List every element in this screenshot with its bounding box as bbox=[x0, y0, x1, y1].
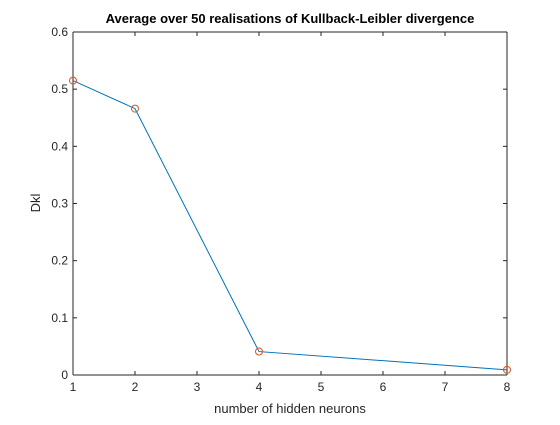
x-tick-label: 7 bbox=[442, 380, 449, 394]
x-tick-label: 5 bbox=[318, 380, 325, 394]
y-tick-label: 0.3 bbox=[51, 197, 68, 211]
data-point-marker bbox=[503, 365, 511, 374]
y-axis-ticks: 0 0.1 0.2 0.3 0.4 0.5 0.6 bbox=[51, 25, 507, 382]
data-point-marker bbox=[255, 347, 263, 356]
y-tick-label: 0 bbox=[61, 368, 68, 382]
chart-title: Average over 50 realisations of Kullback… bbox=[106, 11, 475, 26]
y-tick-label: 0.1 bbox=[51, 311, 68, 325]
series-line bbox=[72, 80, 508, 371]
y-tick-label: 0.6 bbox=[51, 25, 68, 39]
x-tick-label: 4 bbox=[256, 380, 263, 394]
x-axis-label: number of hidden neurons bbox=[214, 401, 366, 416]
x-tick-label: 8 bbox=[504, 380, 511, 394]
x-tick-label: 6 bbox=[380, 380, 387, 394]
data-point-marker bbox=[69, 76, 77, 85]
y-tick-label: 0.4 bbox=[51, 139, 68, 153]
x-tick-label: 2 bbox=[132, 380, 139, 394]
plot-area bbox=[73, 32, 507, 375]
y-tick-label: 0.2 bbox=[51, 254, 68, 268]
y-axis-label: Dkl bbox=[28, 194, 43, 213]
data-point-marker bbox=[131, 104, 139, 113]
x-axis-ticks: 1 2 3 4 5 6 7 8 bbox=[70, 32, 511, 394]
x-tick-label: 3 bbox=[194, 380, 201, 394]
y-tick-label: 0.5 bbox=[51, 82, 68, 96]
series-group bbox=[69, 76, 511, 374]
x-tick-label: 1 bbox=[70, 380, 77, 394]
